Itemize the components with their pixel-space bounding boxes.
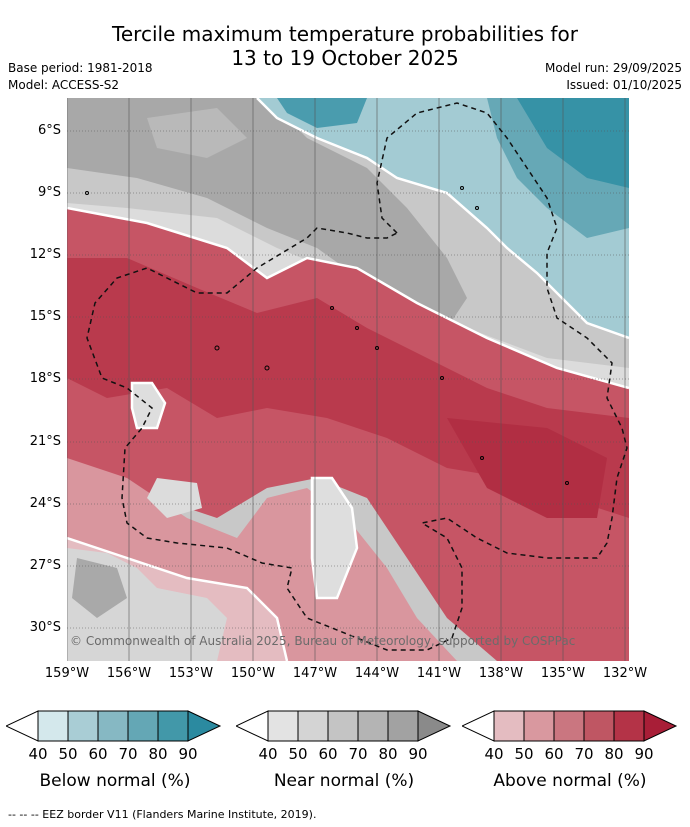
lat-label-18s: 18°S [29,371,61,386]
colorbar-above [462,710,678,742]
lat-label-27s: 27°S [29,558,61,573]
lat-label-24s: 24°S [29,496,61,511]
colorbar-above-ticks: 40 50 60 70 80 90 [462,745,678,765]
colorbar-near-title: Near normal (%) [273,771,415,791]
colorbar-below [6,710,222,742]
gridlines [67,130,629,629]
colorbar-near-high-cap [417,710,452,742]
tick: 50 [58,745,78,763]
islands [85,186,569,485]
tick: 60 [318,745,338,763]
near-normal-patch [147,108,247,158]
near-normal-high-zone [67,98,467,328]
copyright-notice: © Commonwealth of Australia 2025, Bureau… [70,634,576,648]
colorbar-below-cell [97,710,129,742]
tick: 50 [288,745,308,763]
near-normal-pocket-island [132,383,165,428]
above-normal-core [447,418,607,518]
lat-label-6s: 6°S [37,123,61,138]
lon-label-156w: 156°W [106,666,152,681]
lat-label-30s: 30°S [29,620,61,635]
tick: 70 [348,745,368,763]
title-line-2: 13 to 19 October 2025 [231,46,459,70]
lon-label-141w: 141°W [416,666,462,681]
title-line-1: Tercile maximum temperature probabilitie… [112,22,578,46]
near-normal-pocket-south [312,478,357,598]
model-run-date: Model run: 29/09/2025 [544,61,682,75]
colorbar-above-cell [553,710,585,742]
colorbar-near-cell [357,710,389,742]
colorbar-below-cell [127,710,159,742]
base-period: Base period: 1981-2018 [8,61,153,75]
tercile-boundary-north [256,98,629,340]
lat-label-21s: 21°S [29,434,61,449]
map-canvas [67,98,629,661]
lat-label-12s: 12°S [29,247,61,262]
colorbar-near-cell [327,710,359,742]
probability-map [67,98,629,661]
colorbar-near [236,710,452,742]
tick: 40 [484,745,504,763]
colorbar-below-title: Below normal (%) [39,771,191,791]
colorbar-above-title: Above normal (%) [493,771,647,791]
tick: 40 [258,745,278,763]
tick: 80 [604,745,624,763]
tick: 90 [178,745,198,763]
colorbar-above-cell [583,710,615,742]
model-name: Model: ACCESS-S2 [8,78,120,92]
issued-date: Issued: 01/10/2025 [566,78,682,92]
colorbar-below-ticks: 40 50 60 70 80 90 [6,745,222,765]
meridians [67,98,626,661]
colorbar-above-cell [613,710,645,742]
tick: 60 [88,745,108,763]
tercile-boundary-island [130,381,167,430]
colorbar-near-cell [387,710,419,742]
colorbar-below-cell [157,710,189,742]
tick: 80 [148,745,168,763]
tick: 80 [378,745,398,763]
lon-label-153w: 153°W [168,666,214,681]
colorbar-above-low-cap [462,710,495,742]
tick: 40 [28,745,48,763]
lon-label-132w: 132°W [602,666,648,681]
colorbar-below-low-cap [6,710,39,742]
colorbar-below-high-cap [187,710,222,742]
tick: 90 [634,745,654,763]
tercile-boundary-central [67,206,629,390]
lat-label-9s: 9°S [37,185,61,200]
tercile-boundary-southwest [67,536,289,661]
tick: 90 [408,745,428,763]
below-normal-patch [277,98,367,128]
colorbar-below-cell [37,710,69,742]
colorbar-below-cell [67,710,99,742]
map-title: Tercile maximum temperature probabilitie… [0,22,690,70]
tick: 70 [574,745,594,763]
colorbar-near-ticks: 40 50 60 70 80 90 [236,745,452,765]
colorbar-above-high-cap [643,710,678,742]
colorbar-near-low-cap [236,710,269,742]
lat-label-15s: 15°S [29,309,61,324]
lon-label-138w: 138°W [478,666,524,681]
eez-border [86,102,628,651]
colorbar-above-cell [523,710,555,742]
lon-label-147w: 147°W [292,666,338,681]
tercile-boundary-south [310,476,359,600]
near-normal-pocket-west [147,478,202,518]
tick: 70 [118,745,138,763]
tick: 60 [544,745,564,763]
lon-label-159w: 159°W [44,666,90,681]
colorbar-near-cell [297,710,329,742]
eez-border-note: -- -- -- EEZ border V11 (Flanders Marine… [8,808,317,821]
near-normal-pocket-dark [72,558,127,618]
colorbar-near-cell [267,710,299,742]
colorbar-above-cell [493,710,525,742]
below-normal-high-zone [517,98,629,188]
lon-label-150w: 150°W [230,666,276,681]
tick: 50 [514,745,534,763]
lon-label-135w: 135°W [540,666,586,681]
lon-label-144w: 144°W [354,666,400,681]
